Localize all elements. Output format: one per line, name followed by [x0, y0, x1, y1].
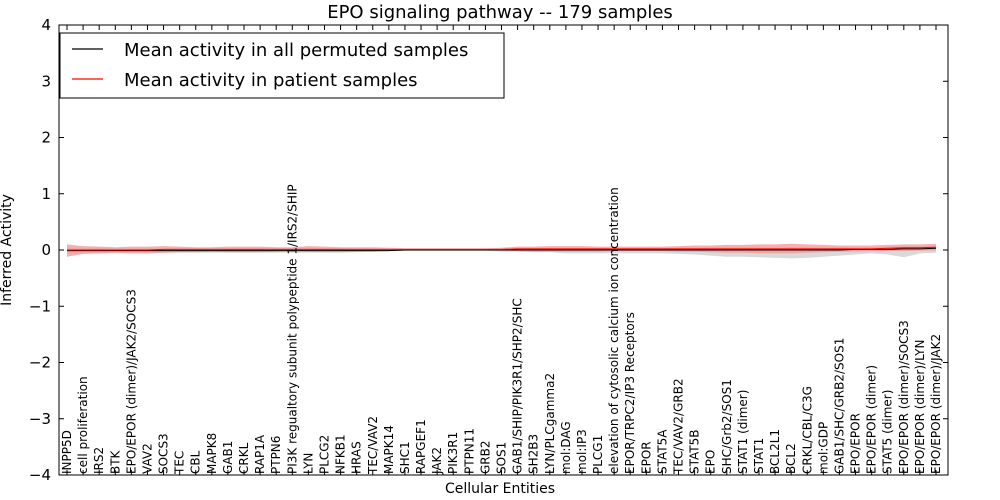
x-tick-label: INPP5D — [60, 430, 74, 474]
x-tick-label: EPO/EPOR (dimer)/JAK2/SOCS3 — [124, 289, 138, 474]
series-0-line — [67, 247, 937, 252]
x-tick-label: GRB2 — [478, 440, 492, 474]
y-tick-label: 2 — [41, 129, 51, 147]
y-tick-label: −4 — [29, 466, 51, 484]
x-tick-label: LYN — [301, 453, 315, 474]
y-tick-label: −3 — [29, 410, 51, 428]
y-tick-label: −2 — [29, 354, 51, 372]
x-tick-label: STAT5 (dimer) — [881, 390, 895, 474]
plot-frame — [58, 24, 949, 476]
x-tick-label: SHC1 — [398, 441, 412, 474]
x-tick-label: elevation of cytosolic calcium ion conce… — [607, 187, 621, 474]
x-tick-label: EPO — [704, 450, 718, 474]
x-tick-label: PTPN11 — [462, 428, 476, 474]
x-tick-label: mol:GDP — [816, 422, 830, 474]
chart-title: EPO signaling pathway -- 179 samples — [327, 2, 673, 23]
y-axis-label: Inferred Activity — [0, 194, 15, 306]
x-tick-label: RAP1A — [253, 434, 267, 474]
x-tick-label: PIK3R1 — [446, 432, 460, 474]
x-tick-label: STAT1 — [752, 438, 766, 474]
x-tick-label: CRKL — [237, 442, 251, 474]
legend-label-patient: Mean activity in patient samples — [124, 70, 418, 91]
x-tick-label: mol:IP3 — [575, 429, 589, 474]
x-tick-label: IRS2 — [92, 447, 106, 474]
y-tick-label: −1 — [29, 297, 51, 315]
y-tick-label: 0 — [41, 241, 51, 259]
x-tick-label: TEC/VAV2/GRB2 — [672, 378, 686, 475]
y-tick-label: 1 — [41, 185, 51, 203]
x-tick-label: NFKB1 — [334, 434, 348, 474]
x-tick-label: EPOR — [639, 441, 653, 474]
x-tick-label: PLCG1 — [591, 435, 605, 474]
x-tick-label: TEC — [173, 451, 187, 475]
y-tick-label: 3 — [41, 72, 51, 90]
x-tick-label: STAT5A — [655, 429, 669, 474]
x-tick-label: SH2B3 — [527, 434, 541, 474]
x-tick-label: TEC/VAV2 — [366, 416, 380, 475]
x-tick-label: HRAS — [350, 441, 364, 474]
x-tick-label: EPOR/TRPC2/IP3 Receptors — [623, 312, 637, 474]
x-tick-label: GAB1/SHIP/PIK3R1/SHP2/SHC — [511, 298, 525, 474]
x-tick-label: SHC/Grb2/SOS1 — [720, 379, 734, 474]
legend-box — [59, 32, 505, 99]
x-tick-label: VAV2 — [141, 443, 155, 474]
x-tick-label: SOS1 — [495, 442, 509, 474]
x-tick-label: mol:DAG — [559, 421, 573, 474]
x-tick-label: CRKL/CBL/C3G — [800, 386, 814, 474]
x-tick-label: MAPK8 — [205, 433, 219, 474]
y-tick-label: 4 — [41, 16, 51, 34]
x-tick-label: cell proliferation — [76, 376, 90, 474]
x-tick-label: STAT1 (dimer) — [736, 390, 750, 474]
x-tick-label: PTPN6 — [269, 436, 283, 474]
x-tick-label: EPO/EPOR (dimer)/LYN — [913, 340, 927, 474]
x-tick-label: PI3K regualtory subunit polypeptide 1/IR… — [285, 184, 299, 474]
x-tick-label: CBL — [189, 450, 203, 474]
legend-label-permuted: Mean activity in all permuted samples — [124, 40, 468, 61]
x-tick-label: EPO/EPOR — [849, 413, 863, 474]
x-tick-label: GAB1 — [221, 441, 235, 474]
x-tick-label: BTK — [108, 449, 122, 474]
x-tick-label: MAPK14 — [382, 425, 396, 474]
x-tick-label: LYN/PLCgamma2 — [543, 373, 557, 474]
x-tick-label: GAB1/SHC/GRB2/SOS1 — [832, 338, 846, 474]
x-tick-label: SOCS3 — [157, 433, 171, 474]
x-tick-label: STAT5B — [688, 430, 702, 475]
x-tick-label: EPO/EPOR (dimer)/JAK2 — [929, 334, 943, 474]
x-tick-label: EPO/EPOR (dimer)/SOCS3 — [897, 320, 911, 474]
x-tick-label: JAK2 — [430, 447, 444, 475]
x-tick-label: PLCG2 — [318, 435, 332, 474]
series-1-line — [67, 246, 937, 251]
legend: Mean activity in all permuted samples Me… — [59, 32, 505, 99]
x-tick-label: EPO/EPOR (dimer) — [865, 365, 879, 474]
x-tick-label: BCL2L1 — [768, 429, 782, 474]
x-tick-label: BCL2 — [784, 443, 798, 474]
x-tick-label: RAPGEF1 — [414, 419, 428, 474]
x-axis-label: Cellular Entities — [445, 481, 555, 497]
